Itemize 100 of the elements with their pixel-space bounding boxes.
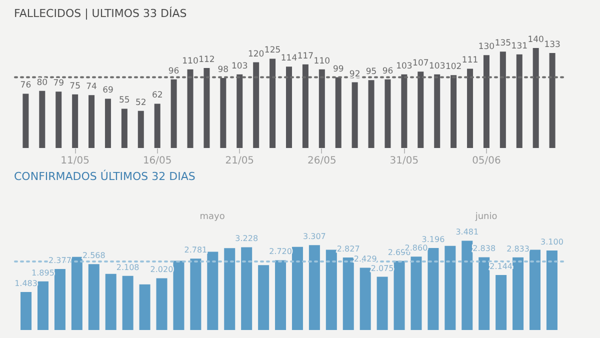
bar — [483, 55, 490, 148]
bar — [500, 52, 506, 148]
data-label: 2.838 — [472, 244, 496, 254]
bar — [302, 64, 308, 148]
bar — [496, 275, 507, 330]
data-label: 110 — [314, 56, 330, 66]
data-label: 52 — [135, 98, 146, 108]
bar — [71, 256, 82, 330]
data-label: 98 — [218, 65, 229, 75]
bar — [326, 250, 337, 330]
data-label: 2.781 — [184, 246, 208, 255]
data-label: 111 — [462, 56, 478, 66]
data-label: 95 — [366, 67, 377, 78]
data-label: 117 — [297, 51, 314, 62]
bar — [56, 92, 62, 148]
bar — [418, 72, 424, 148]
data-label: 79 — [53, 78, 64, 89]
bar — [220, 78, 226, 148]
text: mayo — [200, 212, 226, 222]
bar — [187, 69, 194, 148]
data-label: 2.720 — [269, 247, 292, 256]
x-tick-label: 21/05 — [225, 156, 254, 166]
bar — [530, 250, 541, 330]
bar — [516, 54, 522, 148]
data-label: 75 — [70, 81, 80, 92]
bar — [72, 94, 78, 148]
data-label: 1.895 — [32, 268, 54, 278]
bar — [546, 250, 558, 330]
bar — [450, 75, 457, 148]
data-label: 133 — [544, 40, 560, 50]
data-label: 135 — [494, 38, 512, 49]
data-label: 80 — [36, 78, 48, 88]
bar — [241, 247, 252, 330]
data-label: 96 — [382, 66, 394, 76]
chart-title: CONFIRMADOS ÚLTIMOS 32 DIAS — [14, 169, 196, 183]
data-label: 1.483 — [14, 278, 38, 288]
data-label: 2.108 — [116, 262, 140, 272]
data-label: 96 — [168, 66, 180, 76]
data-label: 107 — [412, 58, 429, 69]
bar — [352, 82, 358, 148]
x-tick-label: 16/05 — [142, 156, 172, 166]
bar — [467, 68, 474, 148]
bar — [549, 53, 556, 148]
bar — [37, 281, 48, 330]
bar — [512, 257, 524, 330]
bar — [39, 90, 46, 148]
data-label: 125 — [264, 46, 281, 56]
x-tick-label: 11/05 — [60, 156, 90, 166]
bar — [394, 260, 405, 330]
data-label: 102 — [445, 62, 462, 72]
bar — [376, 276, 388, 330]
bar — [156, 278, 168, 330]
bar — [236, 74, 243, 148]
x-tick-label: 31/05 — [390, 156, 419, 166]
data-label: 110 — [182, 56, 198, 66]
bar — [410, 256, 422, 330]
bar — [139, 284, 150, 330]
bar — [170, 79, 177, 148]
bar — [478, 257, 490, 330]
bar — [360, 268, 371, 330]
data-label: 55 — [119, 96, 130, 106]
bar — [270, 58, 276, 148]
x-tick-label: 05/06 — [472, 156, 501, 166]
data-label: 2.833 — [506, 244, 530, 254]
bar — [462, 240, 473, 330]
data-label: 3.481 — [456, 228, 479, 237]
bar — [207, 252, 218, 330]
data-label: 2.144 — [490, 262, 513, 272]
x-tick-label: 26/05 — [308, 156, 336, 166]
data-label: 2.075 — [370, 264, 394, 273]
bar — [335, 77, 342, 148]
data-label: 2.568 — [82, 251, 106, 260]
bar — [275, 260, 286, 330]
data-label: 3.100 — [540, 237, 564, 246]
bar — [342, 257, 354, 330]
bar — [22, 94, 29, 148]
data-label: 76 — [20, 80, 32, 91]
data-label: 99 — [332, 64, 344, 74]
bar — [104, 98, 111, 148]
bar — [258, 265, 270, 330]
bar — [384, 79, 391, 148]
bar — [20, 292, 32, 330]
data-label: 2.827 — [336, 244, 360, 254]
data-label: 140 — [528, 35, 544, 45]
data-label: 103 — [428, 61, 446, 72]
bar — [154, 104, 160, 148]
text: junio — [474, 212, 498, 222]
bar — [308, 245, 320, 330]
bar — [173, 260, 184, 330]
bar — [224, 248, 236, 330]
data-label: 74 — [86, 82, 97, 92]
data-label: 112 — [198, 55, 215, 65]
bar — [368, 80, 374, 148]
bar — [434, 74, 440, 148]
bar — [122, 276, 134, 330]
bar — [88, 95, 95, 148]
data-label: 62 — [152, 90, 163, 101]
bar — [88, 264, 100, 330]
bar — [444, 246, 456, 330]
bar — [54, 269, 66, 330]
